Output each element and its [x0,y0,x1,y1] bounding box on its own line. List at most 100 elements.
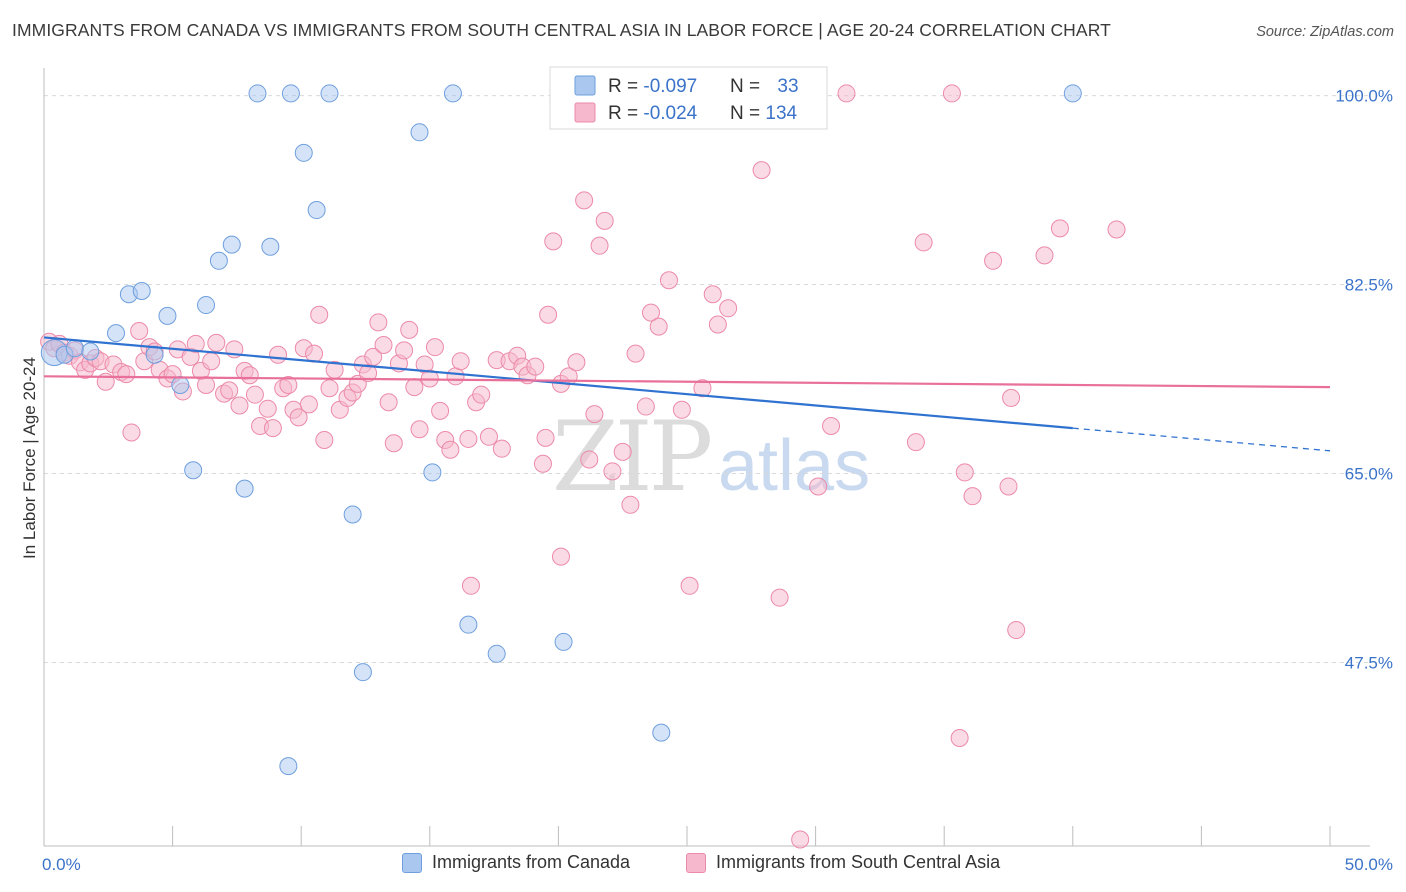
chart-title: IMMIGRANTS FROM CANADA VS IMMIGRANTS FRO… [12,20,1111,40]
data-point-south-central-asia [1007,621,1026,640]
legend-swatch-south-central-asia [686,852,706,873]
trend-line-canada [43,336,1073,430]
data-point-south-central-asia [906,433,925,452]
data-point-south-central-asia [580,450,599,469]
data-point-south-central-asia [374,336,393,355]
svg-text:N = 33: N = 33 [730,76,799,97]
data-point-canada [487,644,506,663]
data-point-canada [235,479,254,498]
data-point-south-central-asia [963,487,982,506]
y-tick-label: 47.5% [1345,653,1393,672]
data-point-south-central-asia [220,381,239,400]
legend-n-value: 33 [777,76,798,97]
data-point-south-central-asia [117,365,136,384]
data-point-canada [294,143,313,162]
source-label: Source: ZipAtlas.com [1256,24,1394,40]
data-point-canada [279,757,298,776]
data-point-canada [410,123,429,142]
data-point-south-central-asia [809,477,828,496]
watermark: ZIP atlas [552,401,870,513]
data-point-canada [209,251,228,270]
data-point-south-central-asia [672,400,691,419]
data-point-canada [248,84,267,103]
data-point-south-central-asia [472,385,491,404]
data-point-south-central-asia [626,344,645,363]
data-point-south-central-asia [425,338,444,357]
data-point-canada [132,282,151,301]
svg-text:R = -0.024: R = -0.024 [608,103,698,124]
y-axis-label: In Labor Force | Age 20-24 [20,357,39,559]
data-point-south-central-asia [197,375,216,394]
data-point-south-central-asia [479,427,498,446]
data-point-south-central-asia [122,423,141,442]
data-point-south-central-asia [186,334,205,353]
trend-line-south-central-asia [43,375,1331,389]
data-point-south-central-asia [914,233,933,252]
data-point-south-central-asia [770,588,789,607]
data-point-canada [343,505,362,524]
data-point-canada [353,663,372,682]
series-legend: Immigrants from Canada Immigrants from S… [0,852,1406,878]
legend-n-label: N = [730,76,765,97]
data-point-south-central-asia [837,84,856,103]
data-point-canada [652,723,671,742]
data-point-south-central-asia [791,830,810,849]
data-point-south-central-asia [279,375,298,394]
data-point-south-central-asia [641,303,660,322]
watermark-atlas: atlas [718,426,870,506]
data-point-south-central-asia [446,367,465,386]
legend-r-value: -0.024 [643,103,697,124]
data-point-south-central-asia [269,345,288,364]
data-point-south-central-asia [659,271,678,290]
data-point-south-central-asia [369,313,388,332]
svg-text:N = 134: N = 134 [730,103,798,124]
data-point-south-central-asia [258,399,277,418]
data-point-south-central-asia [1035,246,1054,265]
data-point-south-central-asia [595,211,614,230]
data-point-south-central-asia [1050,219,1069,238]
legend-item-canada: Immigrants from Canada [402,852,630,873]
data-point-south-central-asia [384,434,403,453]
data-point-canada [197,296,216,315]
data-point-canada [171,375,190,394]
data-point-south-central-asia [320,379,339,398]
data-point-south-central-asia [299,395,318,414]
data-point-south-central-asia [575,191,594,210]
data-point-south-central-asia [539,305,558,324]
x-tick-label: 50.0% [1345,855,1393,874]
legend-n-label: N = [730,103,765,124]
data-point-south-central-asia [410,420,429,439]
data-point-south-central-asia [526,357,545,376]
data-point-south-central-asia [822,416,841,435]
data-point-south-central-asia [245,385,264,404]
data-point-canada [443,84,462,103]
legend-swatch-south-central-asia [574,102,596,123]
legend-swatch-canada [402,852,422,873]
data-point-south-central-asia [551,547,570,566]
data-point-south-central-asia [451,352,470,371]
y-tick-label: 65.0% [1345,464,1393,483]
data-point-south-central-asia [719,299,738,318]
data-point-south-central-asia [533,454,552,473]
data-point-south-central-asia [130,321,149,340]
legend-r-label: R = [608,103,643,124]
data-point-south-central-asia [693,379,712,398]
data-point-south-central-asia [590,236,609,255]
legend-item-south-central-asia: Immigrants from South Central Asia [686,852,1000,873]
y-tick-label: 100.0% [1335,87,1393,106]
data-point-south-central-asia [230,396,249,415]
legend-r-label: R = [608,76,643,97]
data-point-south-central-asia [207,333,226,352]
data-point-south-central-asia [441,440,460,459]
data-point-canada [222,235,241,254]
legend-label-south-central-asia: Immigrants from South Central Asia [716,852,1001,872]
data-point-canada [107,324,126,343]
correlation-legend: R = -0.097 N = 33 R = -0.024 N = 134 [549,66,828,130]
data-point-south-central-asia [950,729,969,748]
data-point-south-central-asia [636,397,655,416]
data-point-south-central-asia [405,378,424,397]
data-point-south-central-asia [955,463,974,482]
data-point-south-central-asia [202,352,221,371]
y-tick-label: 82.5% [1345,276,1393,295]
data-point-south-central-asia [942,84,961,103]
